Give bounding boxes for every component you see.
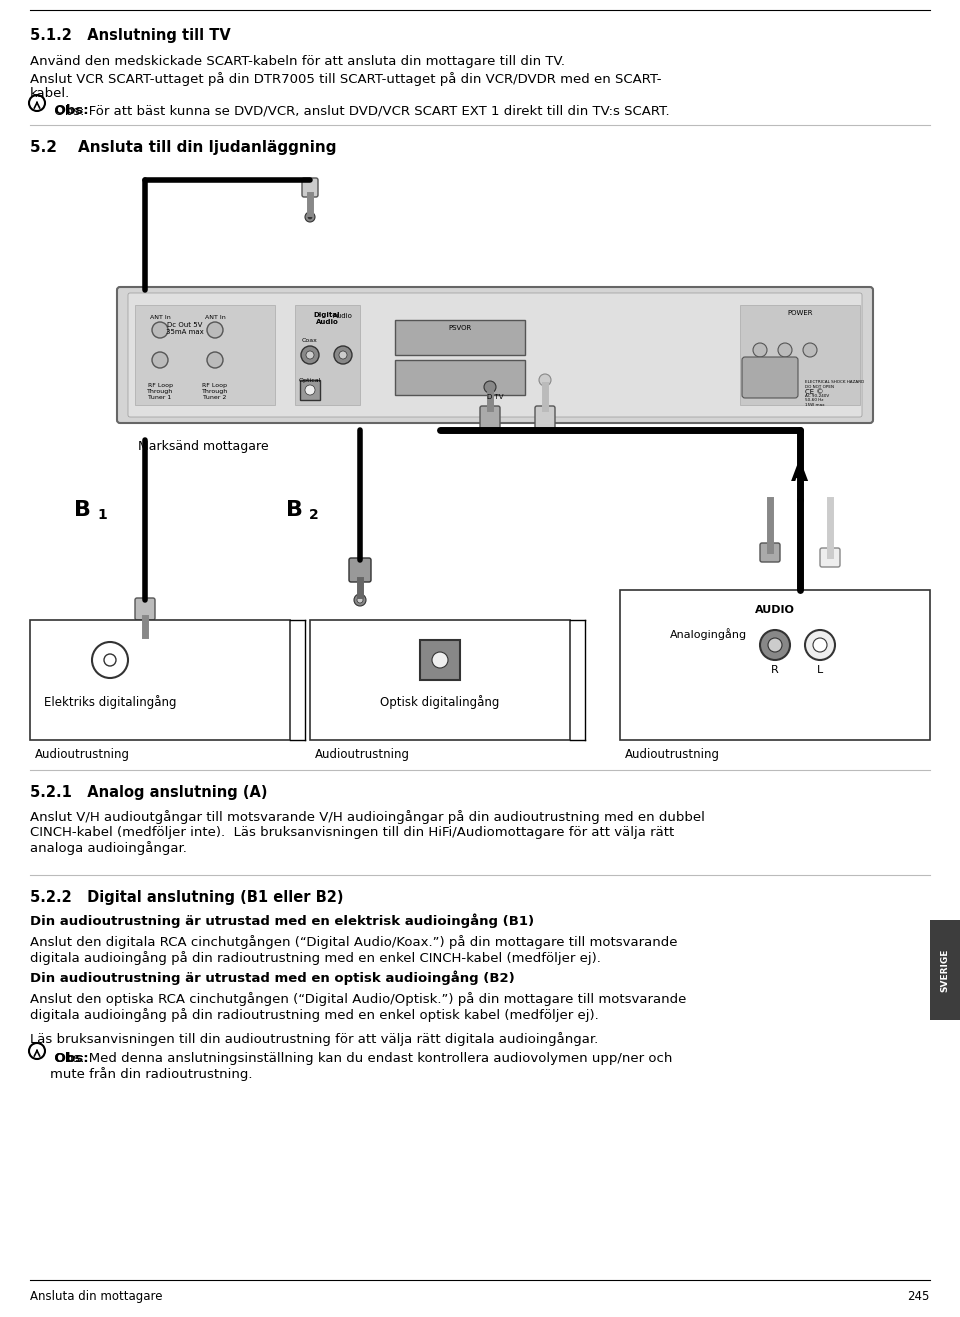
FancyBboxPatch shape [620, 590, 930, 740]
Text: Anslut V/H audioutgångar till motsvarande V/H audioingångar på din audioutrustni: Anslut V/H audioutgångar till motsvarand… [30, 810, 705, 855]
Circle shape [768, 637, 782, 652]
Text: Din audioutrustning är utrustad med en elektrisk audioingång (B1): Din audioutrustning är utrustad med en e… [30, 913, 534, 927]
Text: Audio: Audio [333, 313, 353, 319]
Circle shape [760, 630, 790, 660]
Text: kabel.: kabel. [30, 87, 70, 100]
Text: ANT In: ANT In [204, 315, 226, 320]
Text: Elektriks digitalingång: Elektriks digitalingång [44, 695, 177, 709]
Circle shape [778, 342, 792, 357]
Text: ELECTRICAL SHOCK HAZARD
DO NOT OPEN

AC 90-240V
50-60 Hz
15W max: ELECTRICAL SHOCK HAZARD DO NOT OPEN AC 9… [805, 381, 864, 407]
Circle shape [152, 352, 168, 367]
Circle shape [140, 633, 150, 644]
Text: Obs: För att bäst kunna se DVD/VCR, anslut DVD/VCR SCART EXT 1 direkt till din T: Obs: För att bäst kunna se DVD/VCR, ansl… [50, 104, 670, 117]
Text: 245: 245 [907, 1289, 930, 1303]
Text: Analogingång: Analogingång [670, 628, 747, 640]
FancyBboxPatch shape [135, 306, 275, 406]
FancyBboxPatch shape [295, 306, 360, 406]
FancyBboxPatch shape [535, 406, 555, 429]
FancyBboxPatch shape [349, 558, 371, 582]
Text: RF Loop
Through
Tuner 2: RF Loop Through Tuner 2 [202, 383, 228, 400]
Circle shape [813, 637, 827, 652]
FancyBboxPatch shape [395, 360, 525, 395]
Text: B: B [75, 500, 91, 520]
Circle shape [803, 342, 817, 357]
Text: Coax: Coax [302, 338, 318, 342]
Circle shape [305, 212, 315, 223]
FancyBboxPatch shape [480, 406, 500, 429]
Text: R: R [771, 665, 779, 676]
Text: 5.1.2   Anslutning till TV: 5.1.2 Anslutning till TV [30, 28, 230, 43]
Text: A: A [791, 465, 808, 485]
Text: Optical: Optical [299, 378, 322, 383]
Text: AUDIO: AUDIO [756, 605, 795, 615]
Circle shape [334, 346, 352, 363]
Circle shape [539, 374, 551, 386]
Circle shape [152, 321, 168, 338]
Text: Optisk digitalingång: Optisk digitalingång [380, 695, 500, 709]
Text: Läs bruksanvisningen till din audioutrustning för att välja rätt digitala audioi: Läs bruksanvisningen till din audioutrus… [30, 1033, 598, 1046]
Text: Dc Out 5V
35mA max: Dc Out 5V 35mA max [166, 321, 204, 335]
Text: Ansluta din mottagare: Ansluta din mottagare [30, 1289, 162, 1303]
Circle shape [143, 637, 147, 641]
FancyBboxPatch shape [117, 287, 873, 423]
Circle shape [357, 597, 363, 603]
Circle shape [305, 385, 315, 395]
Circle shape [339, 352, 347, 360]
Circle shape [432, 652, 448, 668]
Text: Digital
Audio: Digital Audio [314, 312, 340, 325]
FancyBboxPatch shape [135, 598, 155, 620]
Text: Audioutrustning: Audioutrustning [625, 748, 720, 761]
Text: CE ©: CE © [805, 389, 824, 395]
Text: RF Loop
Through
Tuner 1: RF Loop Through Tuner 1 [147, 383, 173, 400]
FancyBboxPatch shape [420, 640, 460, 680]
Text: Audioutrustning: Audioutrustning [35, 748, 130, 761]
Circle shape [207, 321, 223, 338]
Text: Anslut VCR SCART-uttaget på din DTR7005 till SCART-uttaget på din VCR/DVDR med e: Anslut VCR SCART-uttaget på din DTR7005 … [30, 72, 661, 86]
Circle shape [805, 630, 835, 660]
Circle shape [306, 352, 314, 360]
Circle shape [301, 346, 319, 363]
FancyBboxPatch shape [740, 306, 860, 406]
FancyBboxPatch shape [300, 381, 320, 400]
Text: 5.2.1   Analog anslutning (A): 5.2.1 Analog anslutning (A) [30, 785, 268, 799]
Text: Använd den medskickade SCART-kabeln för att ansluta din mottagare till din TV.: Använd den medskickade SCART-kabeln för … [30, 55, 565, 68]
Text: 5.2    Ansluta till din ljudanläggning: 5.2 Ansluta till din ljudanläggning [30, 140, 337, 155]
Text: 2: 2 [309, 508, 319, 522]
FancyBboxPatch shape [760, 543, 780, 562]
FancyBboxPatch shape [30, 620, 290, 740]
Text: Anslut den digitala RCA cinchutgången (“Digital Audio/Koax.”) på din mottagare t: Anslut den digitala RCA cinchutgången (“… [30, 935, 678, 965]
Text: Audioutrustning: Audioutrustning [315, 748, 410, 761]
FancyBboxPatch shape [128, 292, 862, 417]
Text: PSVOR: PSVOR [448, 325, 471, 331]
Circle shape [207, 352, 223, 367]
Text: Din audioutrustning är utrustad med en optisk audioingång (B2): Din audioutrustning är utrustad med en o… [30, 971, 515, 985]
Text: B: B [286, 500, 303, 520]
Text: D TV: D TV [487, 394, 503, 400]
FancyBboxPatch shape [742, 357, 798, 398]
Circle shape [484, 381, 496, 392]
Text: 1: 1 [97, 508, 107, 522]
Text: ANT In: ANT In [150, 315, 170, 320]
Text: POWER: POWER [787, 309, 813, 316]
Text: Marksänd mottagare: Marksänd mottagare [138, 440, 269, 453]
Text: Obs:: Obs: [50, 1052, 88, 1065]
Text: Obs:: Obs: [50, 104, 88, 117]
Circle shape [753, 342, 767, 357]
Text: L: L [817, 665, 823, 676]
FancyBboxPatch shape [302, 178, 318, 198]
Text: Obs: Med denna anslutningsinställning kan du endast kontrollera audiovolymen upp: Obs: Med denna anslutningsinställning ka… [50, 1052, 672, 1081]
FancyBboxPatch shape [820, 548, 840, 568]
Text: 5.2.2   Digital anslutning (B1 eller B2): 5.2.2 Digital anslutning (B1 eller B2) [30, 890, 344, 905]
Circle shape [308, 215, 312, 219]
FancyBboxPatch shape [930, 921, 960, 1019]
FancyBboxPatch shape [395, 320, 525, 356]
Circle shape [354, 594, 366, 606]
Text: Anslut den optiska RCA cinchutgången (“Digital Audio/Optisk.”) på din mottagare : Anslut den optiska RCA cinchutgången (“D… [30, 992, 686, 1022]
Text: SVERIGE: SVERIGE [941, 948, 949, 992]
FancyBboxPatch shape [310, 620, 570, 740]
